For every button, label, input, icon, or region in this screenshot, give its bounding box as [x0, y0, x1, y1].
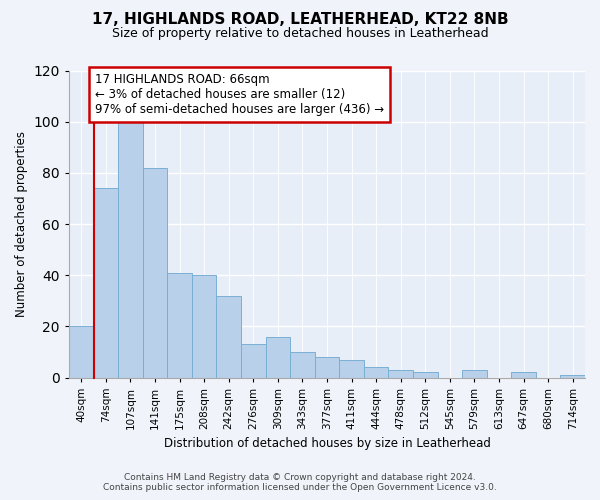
Bar: [143, 168, 167, 378]
Bar: [314, 357, 339, 378]
Bar: [364, 368, 388, 378]
Bar: [241, 344, 266, 378]
Bar: [388, 370, 413, 378]
Bar: [192, 275, 217, 378]
Text: 17, HIGHLANDS ROAD, LEATHERHEAD, KT22 8NB: 17, HIGHLANDS ROAD, LEATHERHEAD, KT22 8N…: [92, 12, 508, 28]
Text: Size of property relative to detached houses in Leatherhead: Size of property relative to detached ho…: [112, 28, 488, 40]
Text: 17 HIGHLANDS ROAD: 66sqm
← 3% of detached houses are smaller (12)
97% of semi-de: 17 HIGHLANDS ROAD: 66sqm ← 3% of detache…: [95, 73, 384, 116]
X-axis label: Distribution of detached houses by size in Leatherhead: Distribution of detached houses by size …: [164, 437, 490, 450]
Bar: [339, 360, 364, 378]
Bar: [462, 370, 487, 378]
Bar: [69, 326, 94, 378]
Bar: [118, 119, 143, 378]
Bar: [167, 272, 192, 378]
Bar: [560, 375, 585, 378]
Bar: [290, 352, 314, 378]
Bar: [266, 336, 290, 378]
Bar: [511, 372, 536, 378]
Bar: [94, 188, 118, 378]
Bar: [413, 372, 437, 378]
Y-axis label: Number of detached properties: Number of detached properties: [15, 131, 28, 317]
Bar: [217, 296, 241, 378]
Text: Contains HM Land Registry data © Crown copyright and database right 2024.
Contai: Contains HM Land Registry data © Crown c…: [103, 473, 497, 492]
